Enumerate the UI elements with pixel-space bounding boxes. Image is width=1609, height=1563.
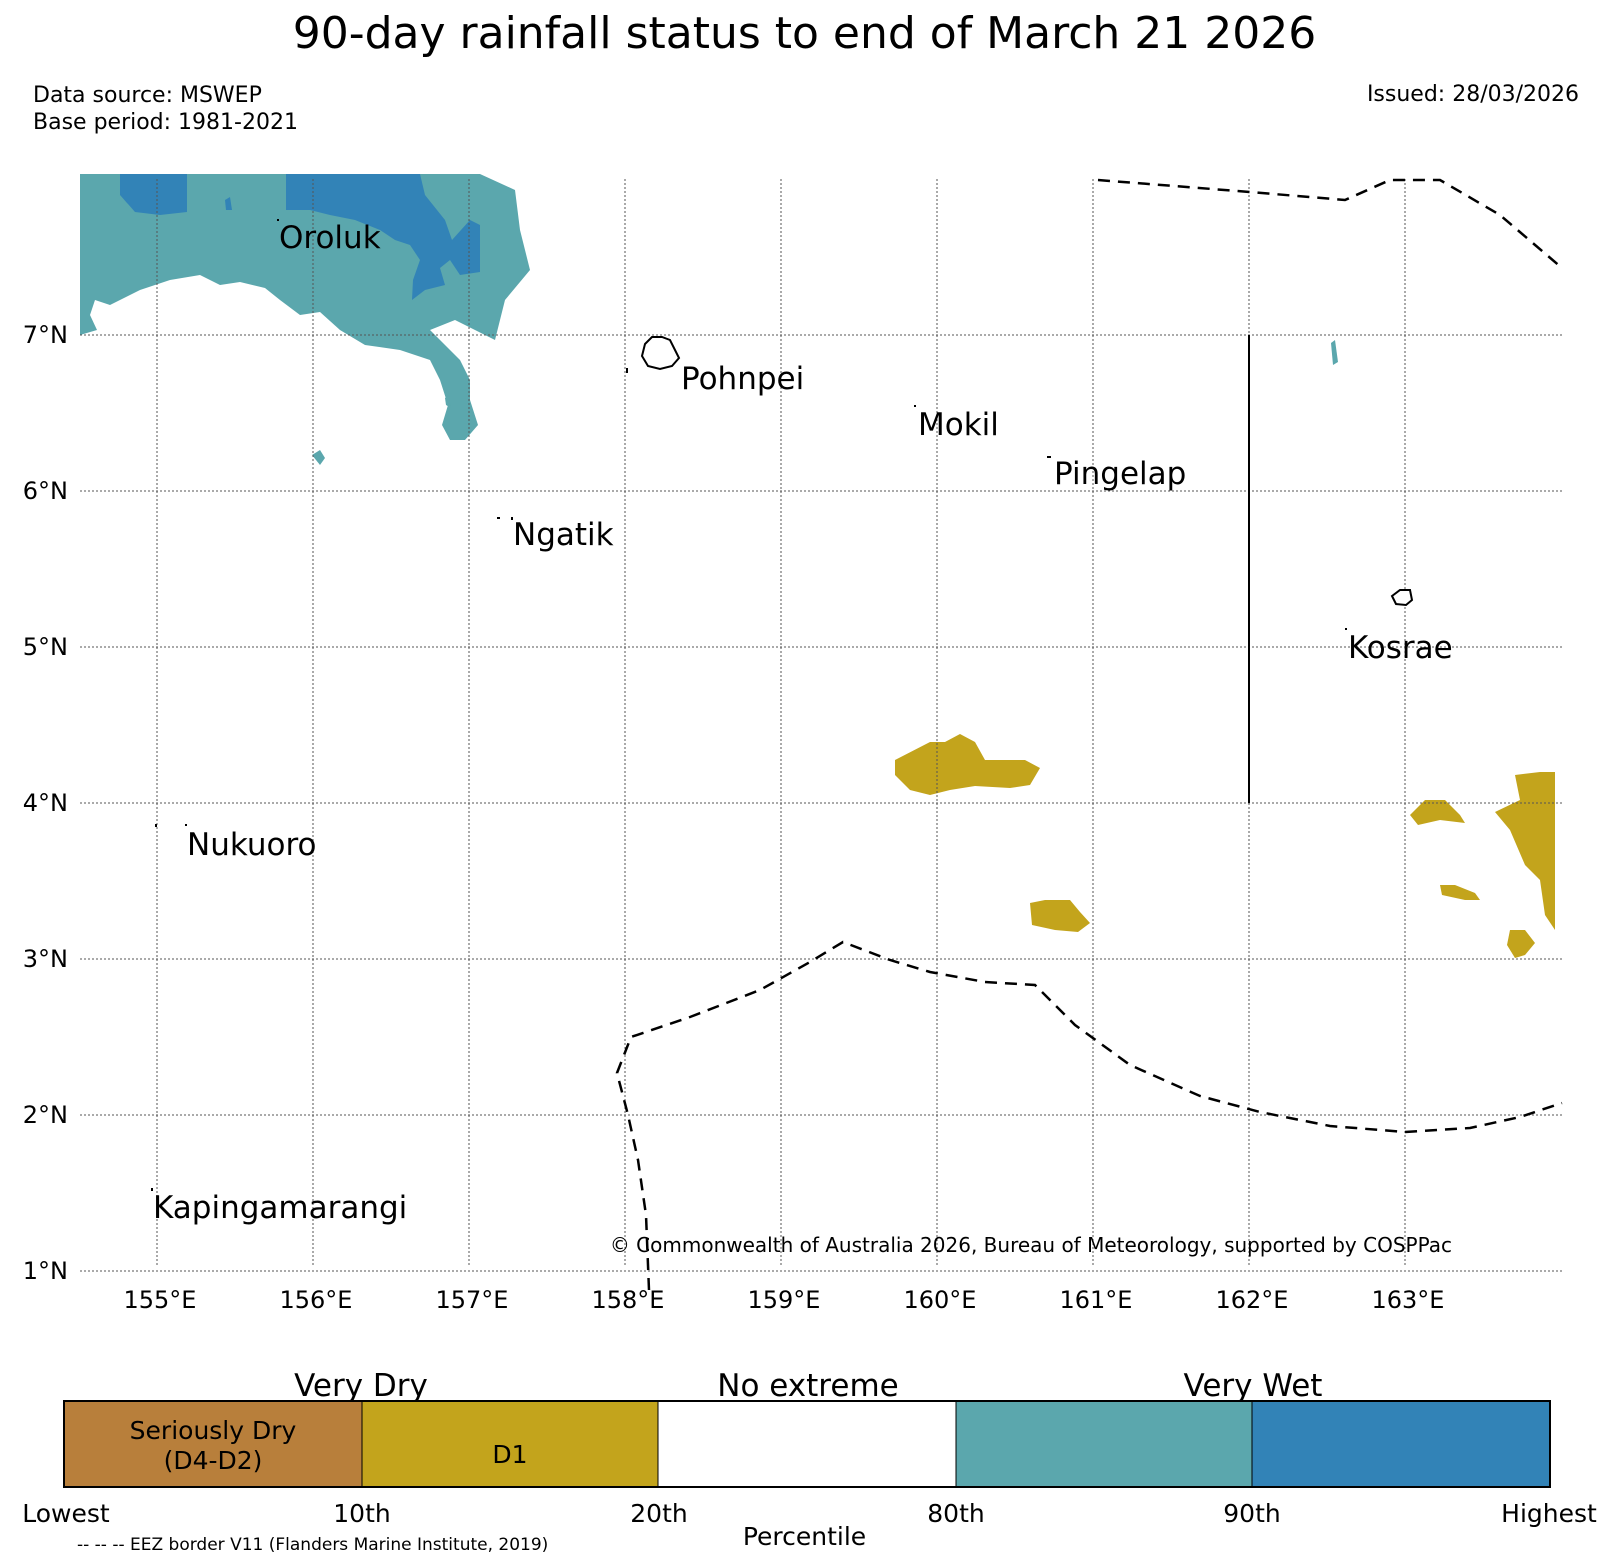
oroluk-marker	[277, 219, 279, 221]
atoll-markers	[151, 219, 1347, 1191]
d1-area-east-1	[1410, 800, 1465, 825]
percentile-label: Lowest	[22, 1499, 110, 1528]
ngatik-marker	[497, 517, 500, 519]
mokil-marker	[914, 405, 916, 407]
lat-tick: 3°N	[23, 945, 68, 973]
lon-tick: 161°E	[1060, 1286, 1133, 1314]
eez-borders	[615, 178, 1563, 1291]
place-nukuoro: Nukuoro	[187, 827, 316, 863]
page-title: 90-day rainfall status to end of March 2…	[292, 8, 1317, 59]
base-period: Base period: 1981-2021	[33, 110, 298, 135]
lon-tick: 157°E	[436, 1286, 509, 1314]
legend-seg-very-wet	[1252, 1401, 1550, 1487]
legend-seg-d1	[362, 1401, 658, 1487]
lat-tick: 7°N	[23, 321, 68, 349]
legend-seg-serious-dry	[64, 1401, 362, 1487]
legend-seg-d1-label: D1	[492, 1440, 527, 1469]
lat-tick-labels: 7°N 6°N 5°N 4°N 3°N 2°N 1°N	[23, 321, 68, 1285]
lon-tick: 162°E	[1216, 1286, 1289, 1314]
legend-seg-wet	[956, 1401, 1252, 1487]
pingelap-marker	[1047, 456, 1051, 458]
place-pohnpei: Pohnpei	[681, 361, 804, 397]
wet-area-kosrae-north	[1331, 340, 1338, 365]
lat-tick: 6°N	[23, 477, 68, 505]
nukuoro-marker-2	[185, 824, 187, 826]
lon-tick: 155°E	[124, 1286, 197, 1314]
eez-border-south	[615, 940, 1563, 1291]
issued-date: Issued: 28/03/2026	[1366, 82, 1579, 107]
kosrae-marker	[1345, 628, 1347, 630]
legend-seg-serious-dry-label-1: Seriously Dry	[130, 1416, 297, 1445]
d1-area-central	[895, 734, 1040, 795]
very-wet-area-oroluk	[286, 174, 480, 300]
percentile-label: 80th	[927, 1499, 984, 1528]
very-wet-dot	[225, 197, 232, 210]
place-kapingamarangi: Kapingamarangi	[153, 1190, 407, 1226]
place-kosrae: Kosrae	[1348, 630, 1453, 666]
data-source-block: Data source: MSWEP Base period: 1981-202…	[33, 82, 298, 136]
legend-group-very-dry: Very Dry	[294, 1368, 428, 1404]
percentile-axis-label: Percentile	[742, 1522, 867, 1551]
place-labels: Oroluk Pohnpei Mokil Pingelap Ngatik Kos…	[153, 220, 1453, 1226]
percentile-label: 20th	[630, 1499, 687, 1528]
d1-area-east-3	[1495, 772, 1555, 930]
copyright-credit: © Commonwealth of Australia 2026, Bureau…	[610, 1233, 1452, 1257]
percentile-labels: Lowest 10th 20th 80th 90th Highest	[22, 1499, 1597, 1528]
very-wet-regions	[80, 174, 1338, 465]
eez-border-note: -- -- -- EEZ border V11 (Flanders Marine…	[77, 1535, 549, 1555]
d1-area-east-2	[1440, 885, 1480, 900]
percentile-label: 10th	[333, 1499, 390, 1528]
dry-regions	[895, 734, 1555, 958]
legend-group-labels: Very Dry No extreme Very Wet	[294, 1368, 1322, 1404]
place-ngatik: Ngatik	[513, 517, 614, 553]
d1-area-south	[1030, 900, 1090, 932]
pohnpei-marker	[626, 368, 628, 373]
nukuoro-marker	[155, 824, 157, 827]
legend-frame	[63, 1400, 1551, 1488]
d1-area-east-4	[1507, 930, 1535, 958]
place-mokil: Mokil	[918, 407, 999, 443]
wet-area-small-1	[312, 450, 325, 465]
lon-tick: 160°E	[904, 1286, 977, 1314]
lon-tick: 156°E	[280, 1286, 353, 1314]
data-source: Data source: MSWEP	[33, 83, 262, 108]
place-oroluk: Oroluk	[279, 220, 381, 256]
percentile-label: 90th	[1223, 1499, 1280, 1528]
lon-tick-labels: 155°E 156°E 157°E 158°E 159°E 160°E 161°…	[124, 1286, 1445, 1314]
lat-tick: 1°N	[23, 1257, 68, 1285]
percentile-label: Highest	[1501, 1499, 1597, 1528]
wet-area-northwest	[80, 174, 530, 440]
lon-tick: 163°E	[1372, 1286, 1445, 1314]
lon-tick: 159°E	[748, 1286, 821, 1314]
legend-group-no-extreme: No extreme	[717, 1368, 898, 1404]
place-pingelap: Pingelap	[1054, 456, 1186, 492]
eez-border-north	[1097, 178, 1563, 269]
lat-tick: 5°N	[23, 633, 68, 661]
wet-area-small-2	[445, 395, 451, 408]
lat-tick: 2°N	[23, 1101, 68, 1129]
pohnpei-island	[640, 336, 681, 371]
map-grid	[80, 179, 1562, 1272]
ngatik-marker-2	[511, 517, 513, 520]
legend-seg-no-extreme	[658, 1401, 956, 1487]
kosrae-island	[1390, 589, 1414, 607]
legend-dividers	[361, 1401, 1253, 1487]
legend-group-very-wet: Very Wet	[1184, 1368, 1323, 1404]
legend-seg-serious-dry-label-2: (D4-D2)	[164, 1446, 263, 1475]
legend: Very Dry No extreme Very Wet Seriously D…	[22, 1368, 1597, 1528]
very-wet-area-west	[120, 174, 187, 215]
lat-tick: 4°N	[23, 789, 68, 817]
kapinga-marker	[151, 1188, 153, 1191]
lon-tick: 158°E	[592, 1286, 665, 1314]
